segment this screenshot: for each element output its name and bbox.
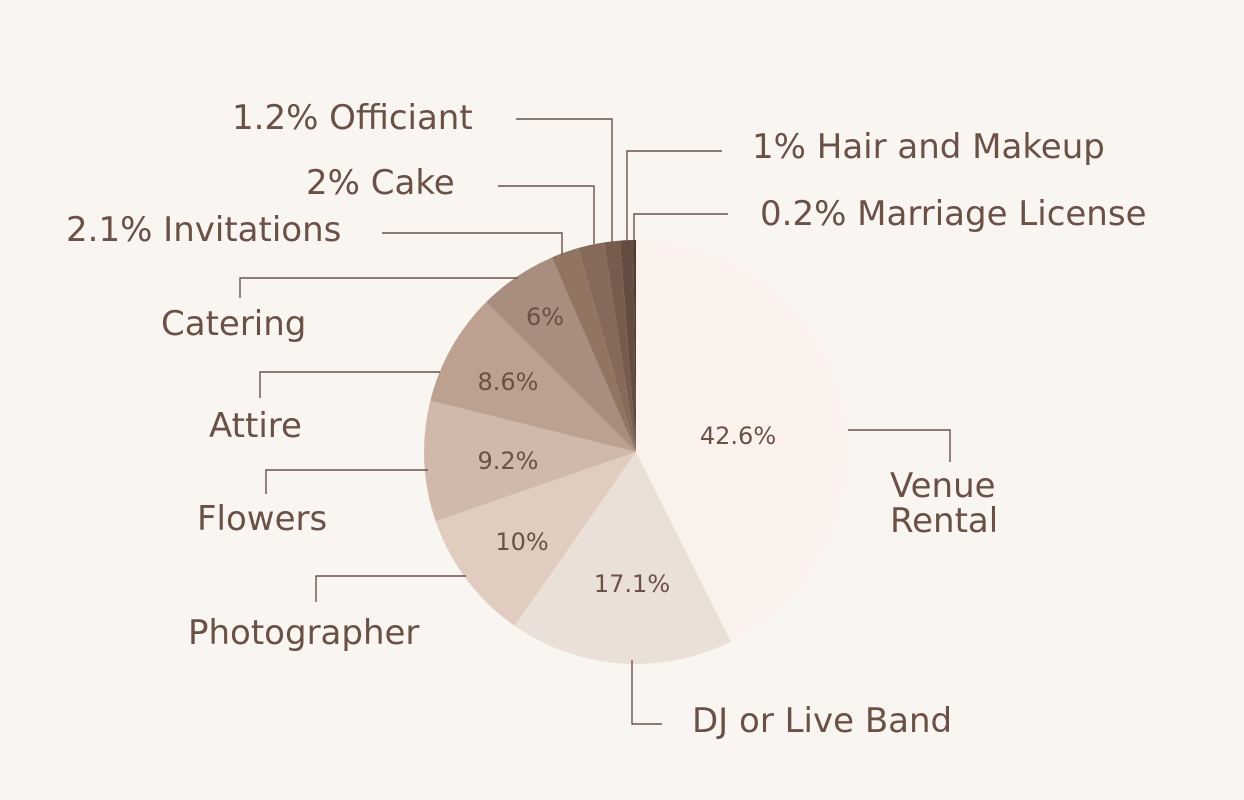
pie-slice-catering [486,257,636,452]
pie-slice-attire [430,302,636,452]
pie-slice-officiant [604,240,636,452]
leader-line-officiant [516,118,613,242]
leader-line-venue-rental [848,429,951,462]
leader-line-hair-and-makeup [626,150,722,241]
slice-label: 1.2% Officiant [232,98,473,138]
leader-line-dj-or-live-band [631,660,662,725]
leader-line-attire [259,371,440,398]
slice-label: DJ or Live Band [692,701,952,741]
slice-value-label: 42.6% [700,422,776,450]
leader-line-cake [498,185,595,244]
pie-slice-cake [578,242,636,452]
slice-label: Venue Rental [890,466,1006,541]
slice-label: Flowers [197,499,327,539]
slice-label: 1% Hair and Makeup [752,127,1105,167]
pie-slice-hair-and-makeup [620,240,636,452]
slice-value-label: 17.1% [594,570,670,598]
leader-line-catering [239,277,518,298]
pie-slice-venue-rental [636,240,848,642]
leader-lines [239,118,951,725]
slice-value-label: 10% [495,528,548,556]
pie-slices [423,240,848,664]
slice-label: 2.1% Invitations [66,210,341,250]
pie-slice-photographer [435,452,636,626]
leader-line-photographer [315,575,466,602]
pie-slice-dj-or-live-band [514,452,732,664]
slice-value-label: 6% [526,303,564,331]
slice-label: 0.2% Marriage License [760,194,1146,234]
slice-label: Photographer [188,613,419,653]
slice-label-line: Venue [890,466,996,506]
slice-value-label: 8.6% [478,368,539,396]
slice-label: Catering [161,304,306,344]
leader-line-invitations [382,232,563,255]
pie-slice-invitations [551,248,636,452]
slice-label: Attire [209,406,302,446]
slice-value-label: 9.2% [478,447,539,475]
pie-slice-marriage-license [633,240,636,452]
slice-label-line: Rental [890,501,998,541]
leader-line-flowers [265,469,428,494]
slice-label: 2% Cake [306,163,455,203]
pie-slice-flowers [423,400,636,522]
leader-line-marriage-license [633,213,728,240]
